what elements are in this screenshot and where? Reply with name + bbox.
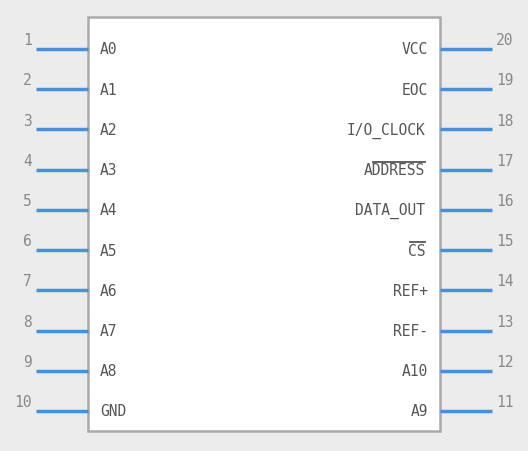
Text: 5: 5 — [23, 193, 32, 208]
Text: EOC: EOC — [402, 83, 428, 97]
Text: A7: A7 — [100, 323, 118, 338]
Text: DATA_OUT: DATA_OUT — [355, 202, 425, 218]
Text: 15: 15 — [496, 234, 514, 249]
Text: 1: 1 — [23, 33, 32, 48]
Text: 19: 19 — [496, 73, 514, 88]
Text: A3: A3 — [100, 163, 118, 178]
Text: 11: 11 — [496, 394, 514, 409]
Text: A5: A5 — [100, 243, 118, 258]
Text: 12: 12 — [496, 354, 514, 369]
Text: I/O_CLOCK: I/O_CLOCK — [346, 122, 425, 138]
Text: A2: A2 — [100, 123, 118, 138]
Text: ADDRESS: ADDRESS — [364, 163, 425, 178]
Text: 18: 18 — [496, 113, 514, 128]
Text: 14: 14 — [496, 274, 514, 289]
Text: REF-: REF- — [393, 323, 428, 338]
Bar — [88, 18, 440, 431]
Text: 20: 20 — [496, 33, 514, 48]
Text: 8: 8 — [23, 314, 32, 329]
Text: A9: A9 — [410, 404, 428, 419]
Text: 10: 10 — [14, 394, 32, 409]
Text: 17: 17 — [496, 153, 514, 168]
Text: CS: CS — [408, 243, 425, 258]
Text: A6: A6 — [100, 283, 118, 298]
Text: 7: 7 — [23, 274, 32, 289]
Text: 4: 4 — [23, 153, 32, 168]
Text: 2: 2 — [23, 73, 32, 88]
Text: VCC: VCC — [402, 42, 428, 57]
Text: GND: GND — [100, 404, 126, 419]
Text: 16: 16 — [496, 193, 514, 208]
Text: A10: A10 — [402, 364, 428, 378]
Text: 6: 6 — [23, 234, 32, 249]
Text: A4: A4 — [100, 203, 118, 218]
Text: 9: 9 — [23, 354, 32, 369]
Text: A1: A1 — [100, 83, 118, 97]
Text: 13: 13 — [496, 314, 514, 329]
Text: A8: A8 — [100, 364, 118, 378]
Text: A0: A0 — [100, 42, 118, 57]
Text: 3: 3 — [23, 113, 32, 128]
Text: REF+: REF+ — [393, 283, 428, 298]
